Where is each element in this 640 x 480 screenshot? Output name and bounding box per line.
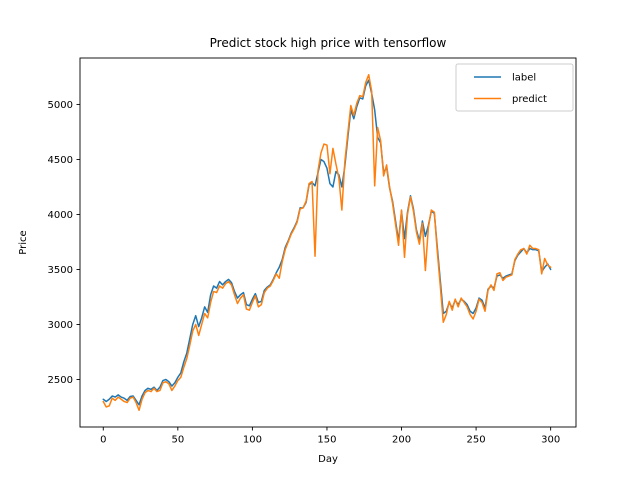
y-axis-label: Price <box>18 230 29 254</box>
chart-title: Predict stock high price with tensorflow <box>210 36 447 50</box>
y-tick-label: 3500 <box>48 265 73 276</box>
y-tick-label: 5000 <box>48 100 73 111</box>
x-tick-label: 50 <box>171 435 184 446</box>
y-tick-label: 3000 <box>48 320 73 331</box>
predict-series-line <box>102 73 552 412</box>
legend-label-predict: predict <box>512 94 547 105</box>
y-tick-label: 4500 <box>48 155 73 166</box>
x-tick-label: 200 <box>392 435 411 446</box>
plot-area: 0 50 100 150 200 250 300 2500 3000 3500 4000 4500 50… <box>48 57 577 446</box>
legend-label-label: label <box>512 73 536 84</box>
label-series-line <box>102 79 552 406</box>
x-tick-label: 100 <box>243 435 262 446</box>
x-tick-label: 0 <box>100 435 106 446</box>
x-tick-label: 250 <box>467 435 486 446</box>
legend: label predict <box>455 63 574 112</box>
y-tick-label: 2500 <box>48 375 73 386</box>
x-tick-label: 150 <box>317 435 336 446</box>
y-tick-label: 4000 <box>48 210 73 221</box>
x-tick-label: 300 <box>541 435 560 446</box>
x-axis-label: Day <box>318 454 338 465</box>
axes-spines <box>79 57 577 428</box>
